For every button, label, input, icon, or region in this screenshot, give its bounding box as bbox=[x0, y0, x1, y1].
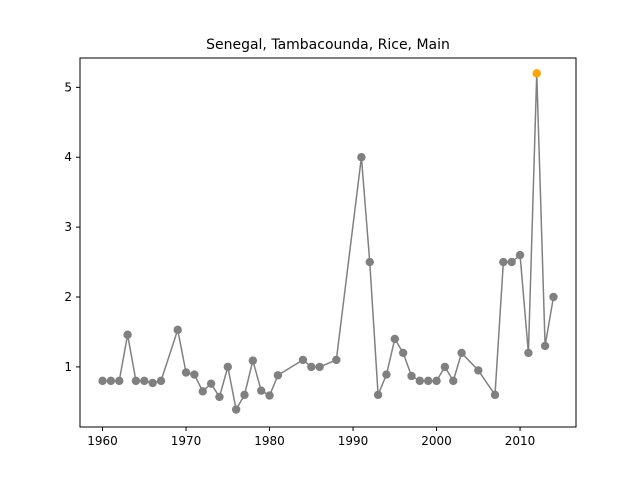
data-point bbox=[373, 390, 383, 400]
data-point bbox=[115, 376, 124, 386]
data-point bbox=[223, 362, 232, 372]
data-point bbox=[507, 257, 516, 267]
data-point bbox=[315, 362, 324, 372]
x-tick-label: 2010 bbox=[505, 434, 536, 448]
axes: 1960 1970 1980 1990 2000 2010 1 2 3 4 5 bbox=[64, 80, 535, 448]
data-point bbox=[457, 348, 466, 358]
y-tick-label: 1 bbox=[64, 360, 72, 374]
data-point bbox=[298, 355, 308, 365]
data-point bbox=[181, 368, 191, 377]
data-point bbox=[332, 355, 341, 365]
data-point bbox=[248, 356, 258, 365]
data-point bbox=[365, 257, 374, 267]
data-point bbox=[190, 370, 199, 379]
data-point bbox=[440, 362, 450, 372]
y-tick-label: 2 bbox=[64, 290, 72, 304]
data-point bbox=[123, 330, 132, 339]
x-tick-label: 1980 bbox=[254, 434, 285, 448]
data-point bbox=[98, 376, 107, 386]
data-point bbox=[106, 376, 116, 386]
data-point bbox=[265, 391, 274, 400]
data-point bbox=[499, 257, 508, 267]
data-point bbox=[215, 392, 224, 402]
data-point bbox=[390, 334, 399, 344]
highlighted-data-point bbox=[532, 69, 541, 78]
data-point bbox=[357, 153, 366, 162]
data-point bbox=[407, 371, 416, 381]
data-point bbox=[198, 387, 207, 396]
data-point bbox=[432, 376, 441, 386]
data-point bbox=[540, 341, 550, 351]
y-tick-label: 3 bbox=[64, 220, 72, 234]
data-point bbox=[257, 386, 266, 395]
data-point bbox=[398, 348, 408, 358]
data-point bbox=[231, 405, 241, 414]
data-point bbox=[424, 376, 433, 386]
data-point bbox=[156, 376, 166, 386]
data-point bbox=[549, 292, 558, 302]
x-tick-label: 1960 bbox=[87, 434, 118, 448]
plot-frame bbox=[79, 57, 577, 428]
y-tick-label: 4 bbox=[64, 150, 72, 164]
data-point bbox=[449, 376, 458, 386]
data-point bbox=[524, 348, 533, 358]
data-point bbox=[307, 362, 316, 372]
data-point bbox=[490, 390, 500, 400]
data-point bbox=[206, 379, 216, 388]
data-point bbox=[148, 378, 157, 388]
data-point bbox=[140, 376, 149, 386]
y-tick-label: 5 bbox=[64, 80, 72, 94]
data-point bbox=[131, 376, 141, 386]
data-point bbox=[382, 370, 391, 379]
series-line bbox=[102, 72, 555, 411]
plot-area bbox=[98, 69, 558, 414]
x-tick-label: 1970 bbox=[171, 434, 202, 448]
x-tick-label: 2000 bbox=[421, 434, 452, 448]
data-point bbox=[415, 376, 425, 386]
data-point bbox=[273, 371, 283, 380]
data-point bbox=[474, 366, 483, 375]
data-point bbox=[240, 390, 249, 400]
chart-title: Senegal, Tambacounda, Rice, Main bbox=[206, 37, 450, 53]
x-tick-label: 1990 bbox=[338, 434, 369, 448]
data-point bbox=[515, 250, 525, 260]
data-point bbox=[173, 325, 182, 335]
